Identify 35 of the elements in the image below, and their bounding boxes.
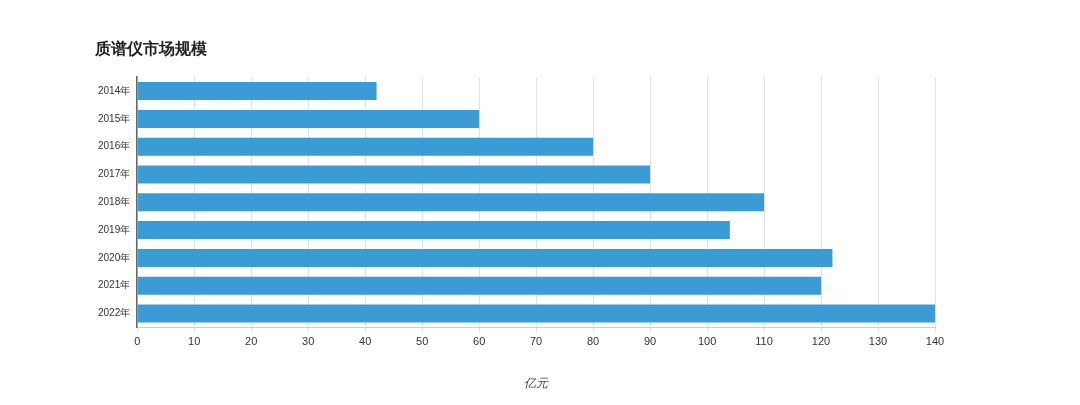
bar xyxy=(137,248,833,267)
bar xyxy=(137,165,651,184)
x-tick-label: 100 xyxy=(697,335,717,348)
x-tick-label: 20 xyxy=(245,335,258,348)
x-tick-label: 80 xyxy=(586,335,600,348)
bar xyxy=(137,137,594,156)
x-tick-label: 70 xyxy=(530,335,543,348)
y-tick-label: 2014年 xyxy=(98,84,131,96)
y-tick-label: 2016年 xyxy=(98,140,131,152)
x-tick-label: 120 xyxy=(811,335,831,348)
x-tick-label: 30 xyxy=(302,335,315,348)
x-tick-label: 90 xyxy=(643,335,657,348)
chart-title: 质谱仪市场规模 xyxy=(94,40,207,58)
bar xyxy=(137,109,480,128)
x-tick-label: 60 xyxy=(473,335,486,348)
x-tick-label: 110 xyxy=(755,335,773,348)
y-tick-label: 2018年 xyxy=(98,196,131,208)
y-tick-label: 2022年 xyxy=(98,307,131,319)
bar xyxy=(137,221,730,240)
x-tick-label: 130 xyxy=(868,335,888,348)
x-tick-label: 10 xyxy=(188,335,201,348)
y-tick-label: 2017年 xyxy=(98,168,131,180)
y-tick-label: 2020年 xyxy=(98,251,131,263)
x-tick-label: 50 xyxy=(416,335,429,348)
x-tick-label: 40 xyxy=(359,335,372,348)
y-tick-label: 2019年 xyxy=(98,223,131,235)
y-tick-label: 2021年 xyxy=(98,279,131,291)
x-tick-label: 140 xyxy=(925,335,945,348)
bar xyxy=(137,82,377,101)
bar xyxy=(137,276,822,295)
x-axis-title: 亿元 xyxy=(524,376,550,391)
x-tick-label: 0 xyxy=(134,335,141,348)
bar xyxy=(137,193,765,212)
bar xyxy=(137,304,935,323)
y-tick-label: 2015年 xyxy=(98,112,131,124)
